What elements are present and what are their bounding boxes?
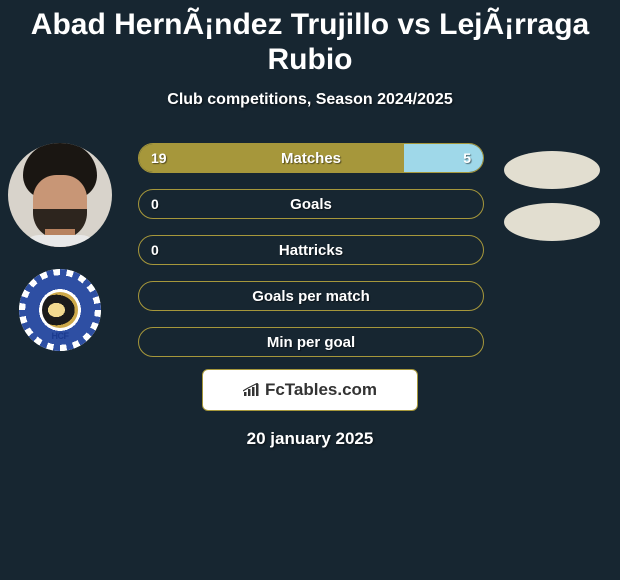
stat-bar: 0 Hattricks <box>138 235 484 265</box>
stat-bar: 19 Matches 5 <box>138 143 484 173</box>
right-avatars <box>504 151 600 241</box>
player1-avatar <box>8 143 112 247</box>
stat-bars: 19 Matches 5 0 Goals 0 Hattricks Goals p… <box>138 143 484 357</box>
stat-bar: Min per goal <box>138 327 484 357</box>
chart-icon <box>243 383 261 397</box>
stat-bar: Goals per match <box>138 281 484 311</box>
subtitle: Club competitions, Season 2024/2025 <box>0 91 620 109</box>
player2-badge-placeholder <box>504 203 600 241</box>
comparison-content: HCF 19 Matches 5 0 Goals 0 Hattricks <box>0 143 620 373</box>
logo-text: FcTables.com <box>265 380 377 400</box>
badge-letters: HCF <box>19 331 101 341</box>
bar-label: Hattricks <box>139 236 483 264</box>
page-title: Abad HernÃ¡ndez Trujillo vs LejÃ¡rraga R… <box>0 0 620 77</box>
bar-label: Goals <box>139 190 483 218</box>
club-badge: HCF <box>19 269 101 351</box>
bar-label: Goals per match <box>139 282 483 310</box>
bar-label: Min per goal <box>139 328 483 356</box>
footer-logo: FcTables.com <box>202 369 418 411</box>
left-avatars: HCF <box>8 143 112 351</box>
stat-bar: 0 Goals <box>138 189 484 219</box>
bar-value-right: 5 <box>463 144 471 172</box>
bar-label: Matches <box>139 144 483 172</box>
player2-avatar-placeholder <box>504 151 600 189</box>
date: 20 january 2025 <box>0 429 620 449</box>
